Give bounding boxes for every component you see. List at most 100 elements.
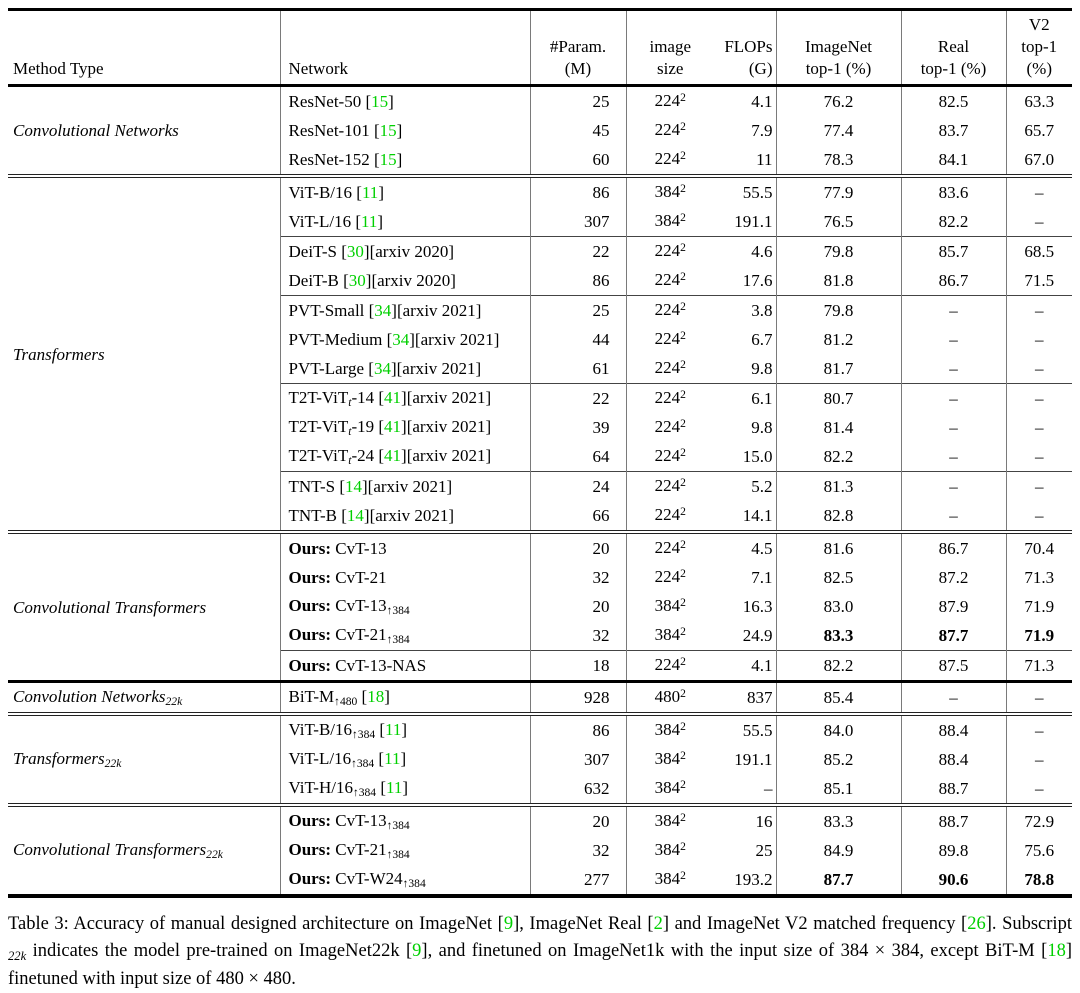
cell-real: 88.7 (901, 774, 1007, 805)
cell-network: Ours: CvT-13↑384 (280, 592, 531, 621)
cell-v2: 68.5 (1006, 236, 1072, 266)
text-span: Ours: (288, 568, 332, 587)
cell-real: – (901, 295, 1007, 325)
cell-size: 3842 (626, 836, 714, 865)
cell-v2: – (1006, 680, 1072, 714)
cell-real: 88.4 (901, 745, 1007, 774)
text-span: T2T-ViT (288, 446, 349, 465)
text-span: Transformers (13, 344, 105, 364)
text-span: 83.3 (823, 626, 854, 645)
text-span: 480 (654, 687, 681, 706)
text-span: CvT-13 (331, 596, 387, 615)
header-line1: Real (937, 37, 970, 56)
text-span: 224 (654, 567, 681, 586)
cell-size: 2242 (626, 145, 714, 176)
cell-imagenet: 80.7 (776, 383, 902, 413)
text-span: ] (384, 687, 390, 706)
text-span: ↑384 (352, 728, 376, 742)
text-span: 80.7 (823, 389, 854, 408)
text-span: – (1035, 750, 1044, 769)
citation-number: 41 (384, 446, 402, 465)
text-span: 25 (592, 301, 610, 320)
header-line2: top-1 (%) (805, 59, 872, 78)
cell-imagenet: 83.3 (776, 621, 902, 651)
column-header-v2: V2 top-1 (%) (1006, 9, 1072, 87)
text-span: 78.3 (823, 150, 854, 169)
cell-imagenet: 82.8 (776, 501, 902, 532)
cell-params: 32 (530, 563, 627, 592)
cell-v2: – (1006, 745, 1072, 774)
column-header-real: Real top-1 (%) (901, 9, 1007, 87)
cell-real: – (901, 383, 1007, 413)
cell-imagenet: 84.0 (776, 712, 902, 745)
text-span: 79.8 (823, 301, 854, 320)
cell-v2: – (1006, 383, 1072, 413)
text-span: – (949, 418, 958, 437)
citation-number: 41 (384, 388, 402, 407)
text-span: 85.2 (823, 750, 854, 769)
text-span: 25 (755, 841, 773, 860)
text-span: 24.9 (742, 626, 773, 645)
text-span: 9.8 (751, 359, 773, 378)
cell-size: 3842 (626, 592, 714, 621)
method-type-cell: Convolutional Transformers (8, 530, 281, 682)
cell-network: DeiT-S [30][arxiv 2020] (280, 236, 531, 266)
text-span: 384 (654, 811, 681, 830)
cell-real: 87.2 (901, 563, 1007, 592)
cell-network: ViT-H/16↑384 [11] (280, 774, 531, 805)
text-span: ][arxiv 2021] (391, 301, 482, 320)
citation-number: 11 (360, 212, 378, 231)
citation-number: 15 (379, 150, 397, 169)
table-row: ResNet-101 [15] 45 2242 7.9 77.4 83.7 65.7 (8, 116, 1072, 145)
header-line2: top-1 (%) (920, 59, 987, 78)
text-span: PVT-Small [ (288, 301, 375, 320)
results-table: Method Type Network #Param. (M) image size FLO… (8, 8, 1072, 898)
text-span: 89.8 (938, 841, 969, 860)
text-span: 193.2 (734, 870, 773, 889)
text-span: 81.3 (823, 477, 854, 496)
citation-number: 9 (503, 914, 514, 934)
cell-v2: 65.7 (1006, 116, 1072, 145)
column-header-flops: FLOPs (G) (714, 9, 777, 87)
text-span: 2 (680, 778, 686, 792)
cell-flops: 193.2 (714, 865, 777, 896)
text-span: 224 (654, 300, 681, 319)
text-span: 384 (654, 182, 681, 201)
table-body: Convolutional Networks ResNet-50 [15] 25 22… (8, 85, 1072, 896)
text-span: 224 (654, 446, 681, 465)
header-line1: ImageNet (804, 37, 873, 56)
text-span: – (1035, 301, 1044, 320)
text-span: 224 (654, 538, 681, 557)
table-row: Ours: CvT-W24↑384 277 3842 193.2 87.7 90.6 78.… (8, 865, 1072, 896)
cell-network: PVT-Small [34][arxiv 2021] (280, 295, 531, 325)
cell-v2: 71.9 (1006, 621, 1072, 651)
text-span: 2 (680, 596, 686, 610)
text-span: PVT-Large [ (288, 359, 374, 378)
cell-params: 307 (530, 207, 627, 237)
cell-real: 87.7 (901, 621, 1007, 651)
text-span: 71.3 (1024, 656, 1055, 675)
text-span: – (949, 447, 958, 466)
cell-network: T2T-ViTt-19 [41][arxiv 2021] (280, 413, 531, 442)
text-span: 5.2 (751, 477, 773, 496)
table-row: PVT-Small [34][arxiv 2021] 25 2242 3.8 79.8 –… (8, 295, 1072, 325)
cell-size: 2242 (626, 413, 714, 442)
cell-params: 20 (530, 592, 627, 621)
text-span: 75.6 (1024, 841, 1055, 860)
cell-v2: – (1006, 325, 1072, 354)
cell-flops: 6.7 (714, 325, 777, 354)
cell-flops: 191.1 (714, 745, 777, 774)
text-span: 81.2 (823, 330, 854, 349)
text-span: 85.4 (823, 688, 854, 707)
text-span: 224 (654, 270, 681, 289)
cell-real: – (901, 325, 1007, 354)
table-row: DeiT-B [30][arxiv 2020] 86 2242 17.6 81.8 86.… (8, 266, 1072, 296)
text-span: 384 (654, 211, 681, 230)
cell-flops: 9.8 (714, 413, 777, 442)
text-span: T2T-ViT (288, 417, 349, 436)
text-span: [ (375, 720, 386, 739)
cell-flops: 7.1 (714, 563, 777, 592)
text-span: ViT-H/16 (288, 778, 353, 797)
cell-flops: 25 (714, 836, 777, 865)
cell-flops: 11 (714, 145, 777, 176)
